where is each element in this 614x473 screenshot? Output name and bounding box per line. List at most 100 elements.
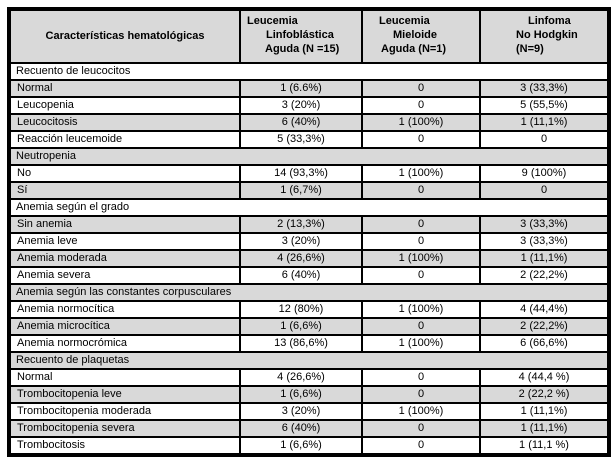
cell-value: 0 [361,96,481,115]
cell-value: 3 (33,3%) [479,215,610,234]
header-line: Linfoma [528,15,571,27]
cell-value: 0 [361,317,481,336]
table-row: Normal 1 (6.6%) 0 3 (33,3%) [8,79,610,98]
cell-value: 6 (40%) [239,419,363,438]
cell-value: 0 [361,266,481,285]
cell-value: 1 (11,1%) [479,249,610,268]
section-label: Recuento de leucocitos [8,62,610,81]
cell-value: 1 (6,6%) [239,385,363,404]
table-row: Reacción leucemoide 5 (33,3%) 0 0 [8,130,610,149]
cell-value: 4 (44,4%) [479,300,610,319]
cell-value: 0 [361,232,481,251]
table-row: Trombocitopenia leve 1 (6,6%) 0 2 (22,2 %) [8,385,610,404]
cell-value: 1 (11,1%) [479,402,610,421]
cell-value: 4 (26,6%) [239,368,363,387]
cell-value: 12 (80%) [239,300,363,319]
cell-value: 1 (100%) [361,249,481,268]
cell-value: 5 (55,5%) [479,96,610,115]
hematology-table: Características hematológicas Leucemia L… [7,7,611,457]
row-label: Normal [8,368,241,387]
cell-value: 3 (20%) [239,96,363,115]
cell-value: 1 (6.6%) [239,79,363,98]
cell-value: 0 [479,130,610,149]
header-row: Características hematológicas Leucemia L… [8,8,610,64]
table-row: Anemia microcítica 1 (6,6%) 0 2 (22,2%) [8,317,610,336]
section-label: Anemia según el grado [8,198,610,217]
table-row: Anemia normocítica 12 (80%) 1 (100%) 4 (44,… [8,300,610,319]
header-line: (N=9) [516,43,544,55]
header-line: Leucemia [379,15,430,27]
row-label: Trombocitopenia leve [8,385,241,404]
cell-value: 2 (22,2%) [479,317,610,336]
cell-value: 9 (100%) [479,164,610,183]
table-body: Recuento de leucocitos Normal 1 (6.6%) 0 3 (… [8,62,610,456]
table-row: Leucopenia 3 (20%) 0 5 (55,5%) [8,96,610,115]
cell-value: 2 (22,2%) [479,266,610,285]
cell-value: 1 (11,1 %) [479,436,610,456]
row-label: Sí [8,181,241,200]
cell-value: 0 [361,130,481,149]
table-row: Trombocitopenia moderada 3 (20%) 1 (100%) 1… [8,402,610,421]
cell-value: 14 (93,3%) [239,164,363,183]
header-leucemia-mieloide: Leucemia Mieloide Aguda (N=1) [361,8,481,64]
table-row: Sí 1 (6,7%) 0 0 [8,181,610,200]
table-row: Anemia moderada 4 (26,6%) 1 (100%) 1 (11,1%… [8,249,610,268]
cell-value: 6 (40%) [239,113,363,132]
row-label: Anemia microcítica [8,317,241,336]
cell-value: 3 (20%) [239,402,363,421]
cell-value: 1 (6,6%) [239,317,363,336]
header-line: No Hodgkin [516,29,578,41]
table-row: Normal 4 (26,6%) 0 4 (44,4 %) [8,368,610,387]
table-row: Anemia normocrómica 13 (86,6%) 1 (100%) 6 (… [8,334,610,353]
cell-value: 3 (20%) [239,232,363,251]
row-label: Trombocitosis [8,436,241,456]
section-label: Anemia según las constantes corpusculare… [8,283,610,302]
row-label: Anemia severa [8,266,241,285]
cell-value: 1 (100%) [361,300,481,319]
table-row: No 14 (93,3%) 1 (100%) 9 (100%) [8,164,610,183]
cell-value: 1 (100%) [361,113,481,132]
table-row: Anemia leve 3 (20%) 0 3 (33,3%) [8,232,610,251]
cell-value: 1 (100%) [361,334,481,353]
header-line: Aguda (N =15) [265,43,340,55]
cell-value: 1 (100%) [361,164,481,183]
header-line: Aguda (N=1) [381,43,447,55]
cell-value: 0 [361,385,481,404]
cell-value: 3 (33,3%) [479,232,610,251]
header-leucemia-linfoblastica: Leucemia Linfoblástica Aguda (N =15) [239,8,363,64]
section-row: Anemia según las constantes corpusculare… [8,283,610,302]
header-line: Mieloide [393,29,438,41]
section-row: Neutropenia [8,147,610,166]
cell-value: 6 (66,6%) [479,334,610,353]
section-row: Recuento de leucocitos [8,62,610,81]
row-label: Reacción leucemoide [8,130,241,149]
cell-value: 1 (100%) [361,402,481,421]
cell-value: 4 (26,6%) [239,249,363,268]
cell-value: 2 (22,2 %) [479,385,610,404]
section-row: Recuento de plaquetas [8,351,610,370]
table-row: Anemia severa 6 (40%) 0 2 (22,2%) [8,266,610,285]
table-row: Leucocitosis 6 (40%) 1 (100%) 1 (11,1%) [8,113,610,132]
cell-value: 0 [361,368,481,387]
header-line: Linfoblástica [266,29,334,41]
row-label: Normal [8,79,241,98]
row-label: Anemia normocrómica [8,334,241,353]
table-row: Trombocitosis 1 (6,6%) 0 1 (11,1 %) [8,436,610,456]
cell-value: 2 (13,3%) [239,215,363,234]
cell-value: 0 [361,215,481,234]
row-label: Trombocitopenia moderada [8,402,241,421]
row-label: Anemia normocítica [8,300,241,319]
section-label: Neutropenia [8,147,610,166]
table-header: Características hematológicas Leucemia L… [8,8,610,64]
row-label: Leucocitosis [8,113,241,132]
table-row: Sin anemia 2 (13,3%) 0 3 (33,3%) [8,215,610,234]
table-row: Trombocitopenia severa 6 (40%) 0 1 (11,1%) [8,419,610,438]
cell-value: 3 (33,3%) [479,79,610,98]
cell-value: 6 (40%) [239,266,363,285]
row-label: Anemia leve [8,232,241,251]
row-label: Sin anemia [8,215,241,234]
page: Características hematológicas Leucemia L… [7,7,611,457]
cell-value: 0 [361,419,481,438]
cell-value: 1 (11,1%) [479,419,610,438]
cell-value: 0 [361,436,481,456]
